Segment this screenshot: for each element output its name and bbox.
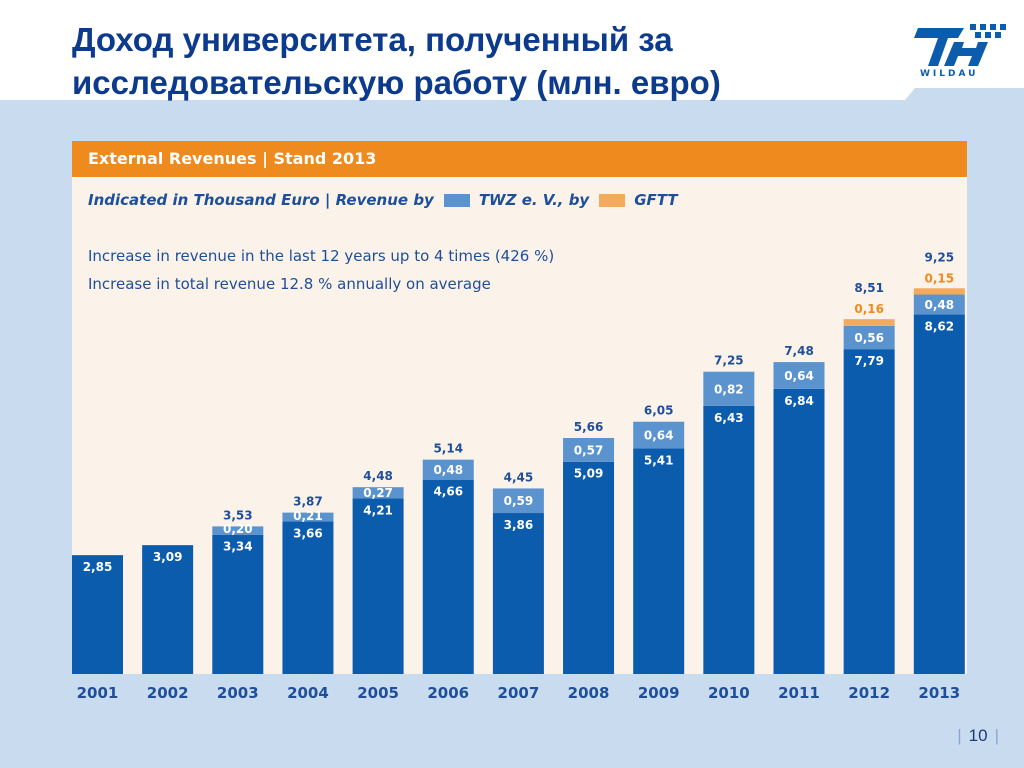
x-tick-2012: 2012 xyxy=(848,684,890,702)
data-label-base-2010: 6,43 xyxy=(714,411,744,425)
data-label-twz-2007: 0,59 xyxy=(504,494,534,508)
x-tick-2010: 2010 xyxy=(708,684,750,702)
data-label-total-2012: 8,51 xyxy=(854,281,884,295)
data-label-total-2010: 7,25 xyxy=(714,354,744,368)
data-label-twz-2009: 0,64 xyxy=(644,429,674,443)
bar-twz-2003 xyxy=(212,526,264,535)
chart-panel: External Revenues | Stand 2013 Indicated… xyxy=(72,141,967,710)
x-tick-2009: 2009 xyxy=(638,684,680,702)
x-tick-2002: 2002 xyxy=(147,684,189,702)
data-label-base-2005: 4,21 xyxy=(363,503,393,517)
bar-base-2004 xyxy=(282,521,334,674)
data-label-total-2003: 3,53 xyxy=(223,508,253,522)
page-number-value: 10 xyxy=(968,726,988,745)
chart-title: External Revenues | Stand 2013 xyxy=(88,149,377,168)
data-label-twz-2012: 0,56 xyxy=(854,331,884,345)
data-label-total-2006: 5,14 xyxy=(433,442,463,456)
data-label-base-2013: 8,62 xyxy=(924,320,954,334)
bar-twz-2011 xyxy=(773,362,825,389)
x-tick-2007: 2007 xyxy=(498,684,540,702)
chart-note-1: Increase in revenue in the last 12 years… xyxy=(88,247,555,265)
bar-base-2007 xyxy=(492,513,544,674)
legend-label-gftt: GFTT xyxy=(634,191,678,209)
data-label-base-2011: 6,84 xyxy=(784,394,814,408)
data-label-total-2011: 7,48 xyxy=(784,344,814,358)
data-label-base-2003: 3,34 xyxy=(223,540,253,554)
data-label-base-2009: 5,41 xyxy=(644,453,674,467)
data-label-total-2005: 4,48 xyxy=(363,469,393,483)
chart-header: External Revenues | Stand 2013 xyxy=(72,141,967,177)
x-axis-band xyxy=(72,674,967,710)
data-label-base-2008: 5,09 xyxy=(574,467,604,481)
data-label-twz-2011: 0,64 xyxy=(784,369,814,383)
x-tick-2003: 2003 xyxy=(217,684,259,702)
bar-base-2003 xyxy=(212,534,264,674)
data-label-total-2009: 6,05 xyxy=(644,404,674,418)
bar-twz-2010 xyxy=(703,371,755,406)
bar-base-2012 xyxy=(843,349,895,674)
bar-twz-2005 xyxy=(352,487,404,499)
bar-base-2009 xyxy=(633,448,685,674)
data-label-base-2007: 3,86 xyxy=(504,518,534,532)
data-label-twz-2008: 0,57 xyxy=(574,443,604,457)
x-tick-2001: 2001 xyxy=(77,684,119,702)
data-label-base-2012: 7,79 xyxy=(854,354,884,368)
data-label-total-2007: 4,45 xyxy=(504,470,534,484)
bar-base-2001 xyxy=(72,555,123,674)
data-label-total-2008: 5,66 xyxy=(574,420,604,434)
bar-base-2013 xyxy=(913,314,965,674)
x-tick-2006: 2006 xyxy=(427,684,469,702)
data-label-total-2013: 9,25 xyxy=(924,250,954,264)
bar-base-2008 xyxy=(563,461,615,674)
data-label-twz-2004: 0,21 xyxy=(293,509,323,523)
data-label-base-2004: 3,66 xyxy=(293,526,323,540)
bar-twz-2006 xyxy=(422,459,474,480)
bar-base-2006 xyxy=(422,479,474,674)
data-label-twz-2005: 0,27 xyxy=(363,486,393,500)
x-tick-2011: 2011 xyxy=(778,684,820,702)
legend-swatch-twz xyxy=(443,193,470,207)
bar-twz-2007 xyxy=(492,488,544,514)
bar-twz-2009 xyxy=(633,421,685,449)
page-number: | 10 | xyxy=(957,726,999,745)
x-tick-2008: 2008 xyxy=(568,684,610,702)
bar-twz-2013 xyxy=(913,294,965,315)
chart-legend: Indicated in Thousand Euro | Revenue by … xyxy=(88,189,678,211)
bar-base-2010 xyxy=(703,405,755,674)
data-label-gftt-2012: 0,16 xyxy=(854,302,884,316)
th-wildau-logo: WILDAU xyxy=(914,24,1006,78)
data-label-total-2004: 3,87 xyxy=(293,495,323,509)
bar-plot: 2,85 2001 3,09 2002 3,34 0,203,53 2003 3,66 0,21… xyxy=(72,250,965,702)
data-label-twz-2003: 0,20 xyxy=(223,522,253,536)
x-tick-2005: 2005 xyxy=(357,684,399,702)
bar-gftt-2013 xyxy=(913,288,965,295)
data-label-twz-2013: 0,48 xyxy=(924,298,954,312)
data-label-base-2006: 4,66 xyxy=(433,485,463,499)
bar-twz-2008 xyxy=(563,437,615,462)
x-tick-2004: 2004 xyxy=(287,684,329,702)
bar-twz-2004 xyxy=(282,512,334,522)
slide-title: Доход университета, полученный за исслед… xyxy=(72,21,721,101)
x-tick-2013: 2013 xyxy=(918,684,960,702)
data-label-gftt-2013: 0,15 xyxy=(924,271,954,285)
bar-base-2005 xyxy=(352,498,404,674)
bar-gftt-2012 xyxy=(843,319,895,326)
data-label-base-2002: 3,09 xyxy=(153,550,183,564)
data-label-twz-2006: 0,48 xyxy=(433,463,463,477)
data-label-twz-2010: 0,82 xyxy=(714,382,744,396)
data-label-base-2001: 2,85 xyxy=(83,560,113,574)
legend-swatch-gftt xyxy=(599,193,626,207)
chart-note-2: Increase in total revenue 12.8 % annuall… xyxy=(88,275,491,293)
bar-twz-2012 xyxy=(843,325,895,350)
svg-text:WILDAU: WILDAU xyxy=(920,69,978,78)
bar-base-2002 xyxy=(142,545,194,674)
legend-label-twz: TWZ e. V., by xyxy=(478,191,590,209)
bar-base-2011 xyxy=(773,388,825,674)
legend-prefix: Indicated in Thousand Euro | Revenue by xyxy=(88,191,434,209)
